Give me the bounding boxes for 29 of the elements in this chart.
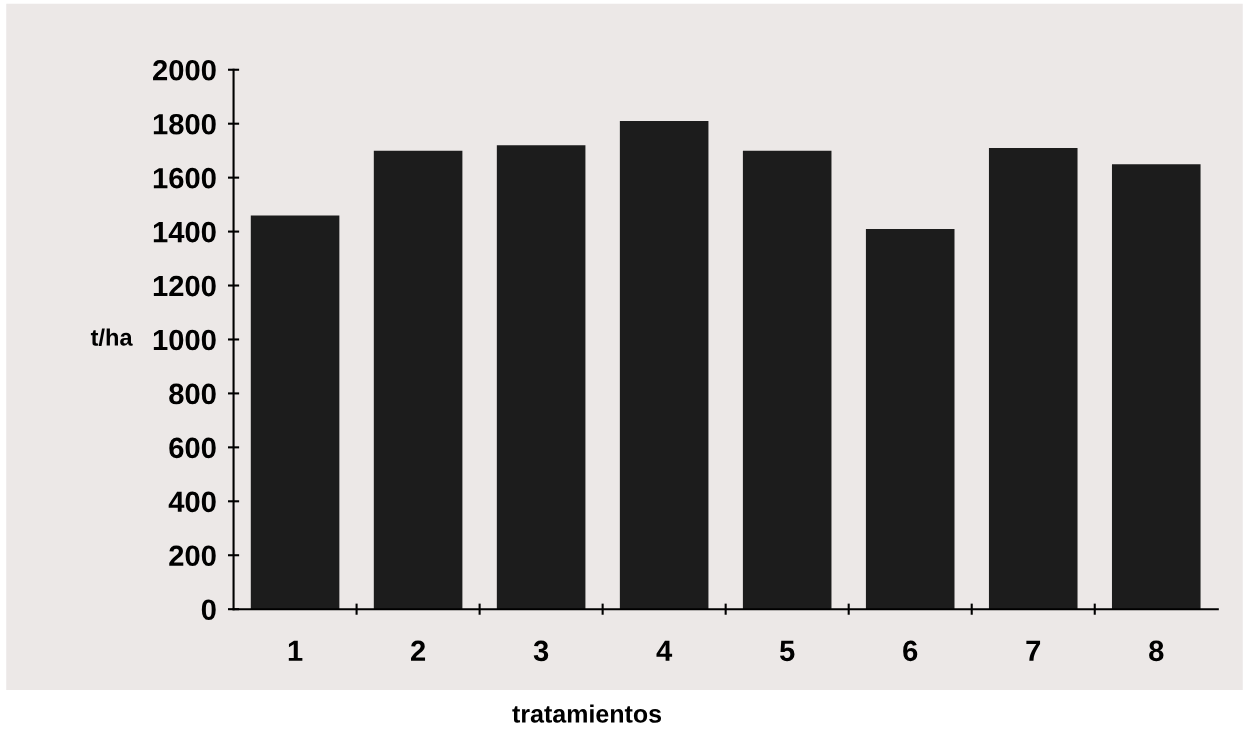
y-tick-label: 1000 xyxy=(153,329,216,351)
bar xyxy=(988,147,1078,610)
y-tick-label: 600 xyxy=(169,437,216,459)
bar xyxy=(865,228,955,610)
y-tick-label: 0 xyxy=(201,599,216,621)
y-axis-title: t/ha xyxy=(90,328,133,347)
bar xyxy=(373,150,463,610)
bar xyxy=(250,215,340,610)
bar xyxy=(619,120,709,610)
y-tick-label: 1800 xyxy=(153,113,216,135)
y-tick-label: 2000 xyxy=(153,59,216,81)
y-tick-label: 200 xyxy=(169,545,216,567)
x-tick-label: 2 xyxy=(411,640,426,661)
bar xyxy=(1111,164,1201,610)
x-tick-label: 5 xyxy=(779,640,795,662)
x-tick-label: 4 xyxy=(656,640,673,661)
y-tick-label: 1600 xyxy=(153,167,216,189)
y-tick-label: 400 xyxy=(168,491,216,513)
bar xyxy=(742,150,832,610)
y-tick-label: 1400 xyxy=(153,221,216,243)
x-axis-title: tratamientos xyxy=(512,704,662,723)
x-tick-label: 7 xyxy=(1026,640,1041,661)
bar xyxy=(496,145,586,610)
x-tick-label: 1 xyxy=(288,640,303,661)
y-tick-label: 1200 xyxy=(153,275,216,297)
x-tick-label: 6 xyxy=(903,640,918,662)
x-tick-label: 3 xyxy=(533,640,549,662)
y-tick-label: 800 xyxy=(169,383,216,405)
x-tick-label: 8 xyxy=(1149,640,1164,662)
